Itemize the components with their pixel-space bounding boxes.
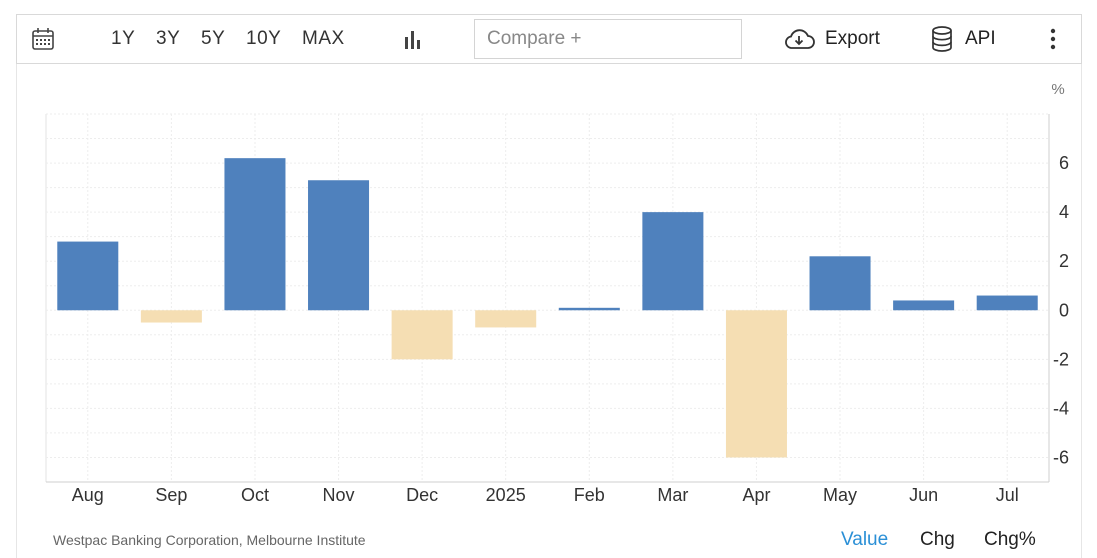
- range-1y-button[interactable]: 1Y: [111, 28, 136, 49]
- calendar-icon[interactable]: [31, 15, 55, 63]
- chart-grid: [45, 113, 1050, 483]
- x-tick-label: Nov: [323, 485, 355, 505]
- y-axis: 6 4 2 0 -2 -4 -6: [1053, 153, 1069, 467]
- range-3y-button[interactable]: 3Y: [156, 28, 181, 49]
- bar: [308, 180, 370, 311]
- chart-type-icon[interactable]: [403, 15, 423, 63]
- bar: [475, 310, 537, 328]
- bar: [558, 307, 620, 311]
- bar: [976, 295, 1038, 311]
- bar: [809, 256, 871, 311]
- x-tick-label: Mar: [657, 485, 688, 505]
- x-axis: Aug Sep Oct Nov Dec 2025 Feb Mar Apr May Jun Jul: [72, 485, 1019, 505]
- bar: [893, 300, 955, 311]
- y-tick-label: -4: [1053, 398, 1069, 418]
- x-tick-label: Jul: [996, 485, 1019, 505]
- x-tick-label: Jun: [909, 485, 938, 505]
- api-label: API: [965, 28, 996, 49]
- chart-panel: [16, 64, 1082, 558]
- range-10y-button[interactable]: 10Y: [246, 28, 282, 49]
- more-options-icon[interactable]: [1049, 15, 1057, 63]
- x-tick-label: Feb: [574, 485, 605, 505]
- chart-bars: [57, 158, 1038, 458]
- range-max-button[interactable]: MAX: [302, 28, 345, 49]
- bar: [725, 310, 787, 458]
- export-label: Export: [825, 28, 880, 49]
- x-tick-label: 2025: [486, 485, 526, 505]
- bar: [140, 310, 202, 323]
- source-label: Westpac Banking Corporation, Melbourne I…: [53, 532, 366, 548]
- api-button[interactable]: API: [931, 15, 996, 63]
- tab-value[interactable]: Value: [841, 529, 889, 550]
- x-tick-label: Dec: [406, 485, 438, 505]
- unit-label: %: [1051, 81, 1064, 98]
- y-tick-label: 2: [1059, 251, 1069, 271]
- bar: [224, 158, 286, 311]
- export-button[interactable]: Export: [783, 15, 880, 63]
- database-icon: [931, 26, 953, 52]
- bar: [642, 212, 704, 311]
- y-tick-label: 0: [1059, 300, 1069, 320]
- tab-chg-percent[interactable]: Chg%: [984, 529, 1036, 550]
- range-5y-button[interactable]: 5Y: [201, 28, 226, 49]
- cloud-download-icon: [783, 28, 815, 50]
- x-tick-label: Sep: [155, 485, 187, 505]
- y-tick-label: -2: [1053, 349, 1069, 369]
- x-tick-label: May: [823, 485, 857, 505]
- bar: [57, 241, 119, 311]
- bar: [391, 310, 453, 360]
- tab-chg[interactable]: Chg: [920, 529, 955, 550]
- y-tick-label: -6: [1053, 447, 1069, 467]
- x-tick-label: Oct: [241, 485, 269, 505]
- y-tick-label: 4: [1059, 202, 1069, 222]
- y-tick-label: 6: [1059, 153, 1069, 173]
- x-tick-label: Aug: [72, 485, 104, 505]
- chart-toolbar: 1Y 3Y 5Y 10Y MAX Compare + Export: [16, 14, 1082, 64]
- compare-input[interactable]: Compare +: [474, 19, 742, 59]
- x-tick-label: Apr: [742, 485, 770, 505]
